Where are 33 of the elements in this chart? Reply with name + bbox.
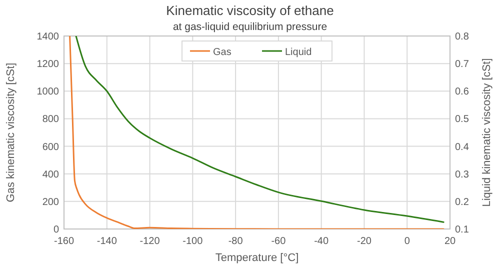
y2-axis-title: Liquid kinematic viscosity [cSt] xyxy=(481,58,493,207)
y2-tick-label: 0.1 xyxy=(455,224,470,236)
y-tick-label: 1200 xyxy=(36,59,60,70)
x-tick-label: 0 xyxy=(404,236,410,247)
x-tick-label: -20 xyxy=(356,236,372,247)
x-tick-label: -120 xyxy=(140,236,160,247)
legend-label: Liquid xyxy=(285,47,312,58)
x-tick-label: -80 xyxy=(228,236,244,247)
x-tick-label: -160 xyxy=(54,236,74,247)
y2-tick-label: 0.6 xyxy=(455,86,470,98)
x-tick-label: -100 xyxy=(182,236,204,247)
y2-tick-label: 0.2 xyxy=(455,196,470,208)
y-axis-title: Gas kinematic viscosity [cSt] xyxy=(5,62,17,202)
x-tick-label: -60 xyxy=(271,236,286,247)
chart-title: Kinematic viscosity of ethane xyxy=(166,3,334,18)
y-tick-label: 1400 xyxy=(36,32,60,42)
chart-subtitle: at gas-liquid equilibrium pressure xyxy=(172,21,328,33)
y2-tick-label: 0.7 xyxy=(455,59,470,70)
x-axis-title: Temperature [°C] xyxy=(215,252,299,264)
legend-label: Gas xyxy=(213,47,232,58)
y-tick-label: 800 xyxy=(42,114,60,126)
y2-tick-label: 0.5 xyxy=(455,114,470,126)
y-tick-label: 400 xyxy=(42,169,60,180)
y-tick-label: 200 xyxy=(42,196,60,208)
x-tick-label: -140 xyxy=(96,236,118,247)
y-tick-label: 0 xyxy=(53,224,60,236)
y-tick-label: 600 xyxy=(42,142,60,153)
x-tick-label: 20 xyxy=(444,236,456,247)
x-tick-label: -40 xyxy=(314,236,329,247)
y2-tick-label: 0.3 xyxy=(455,169,470,180)
y-tick-label: 1000 xyxy=(36,86,60,98)
y2-tick-label: 0.8 xyxy=(455,32,470,42)
y2-tick-label: 0.4 xyxy=(455,142,470,153)
